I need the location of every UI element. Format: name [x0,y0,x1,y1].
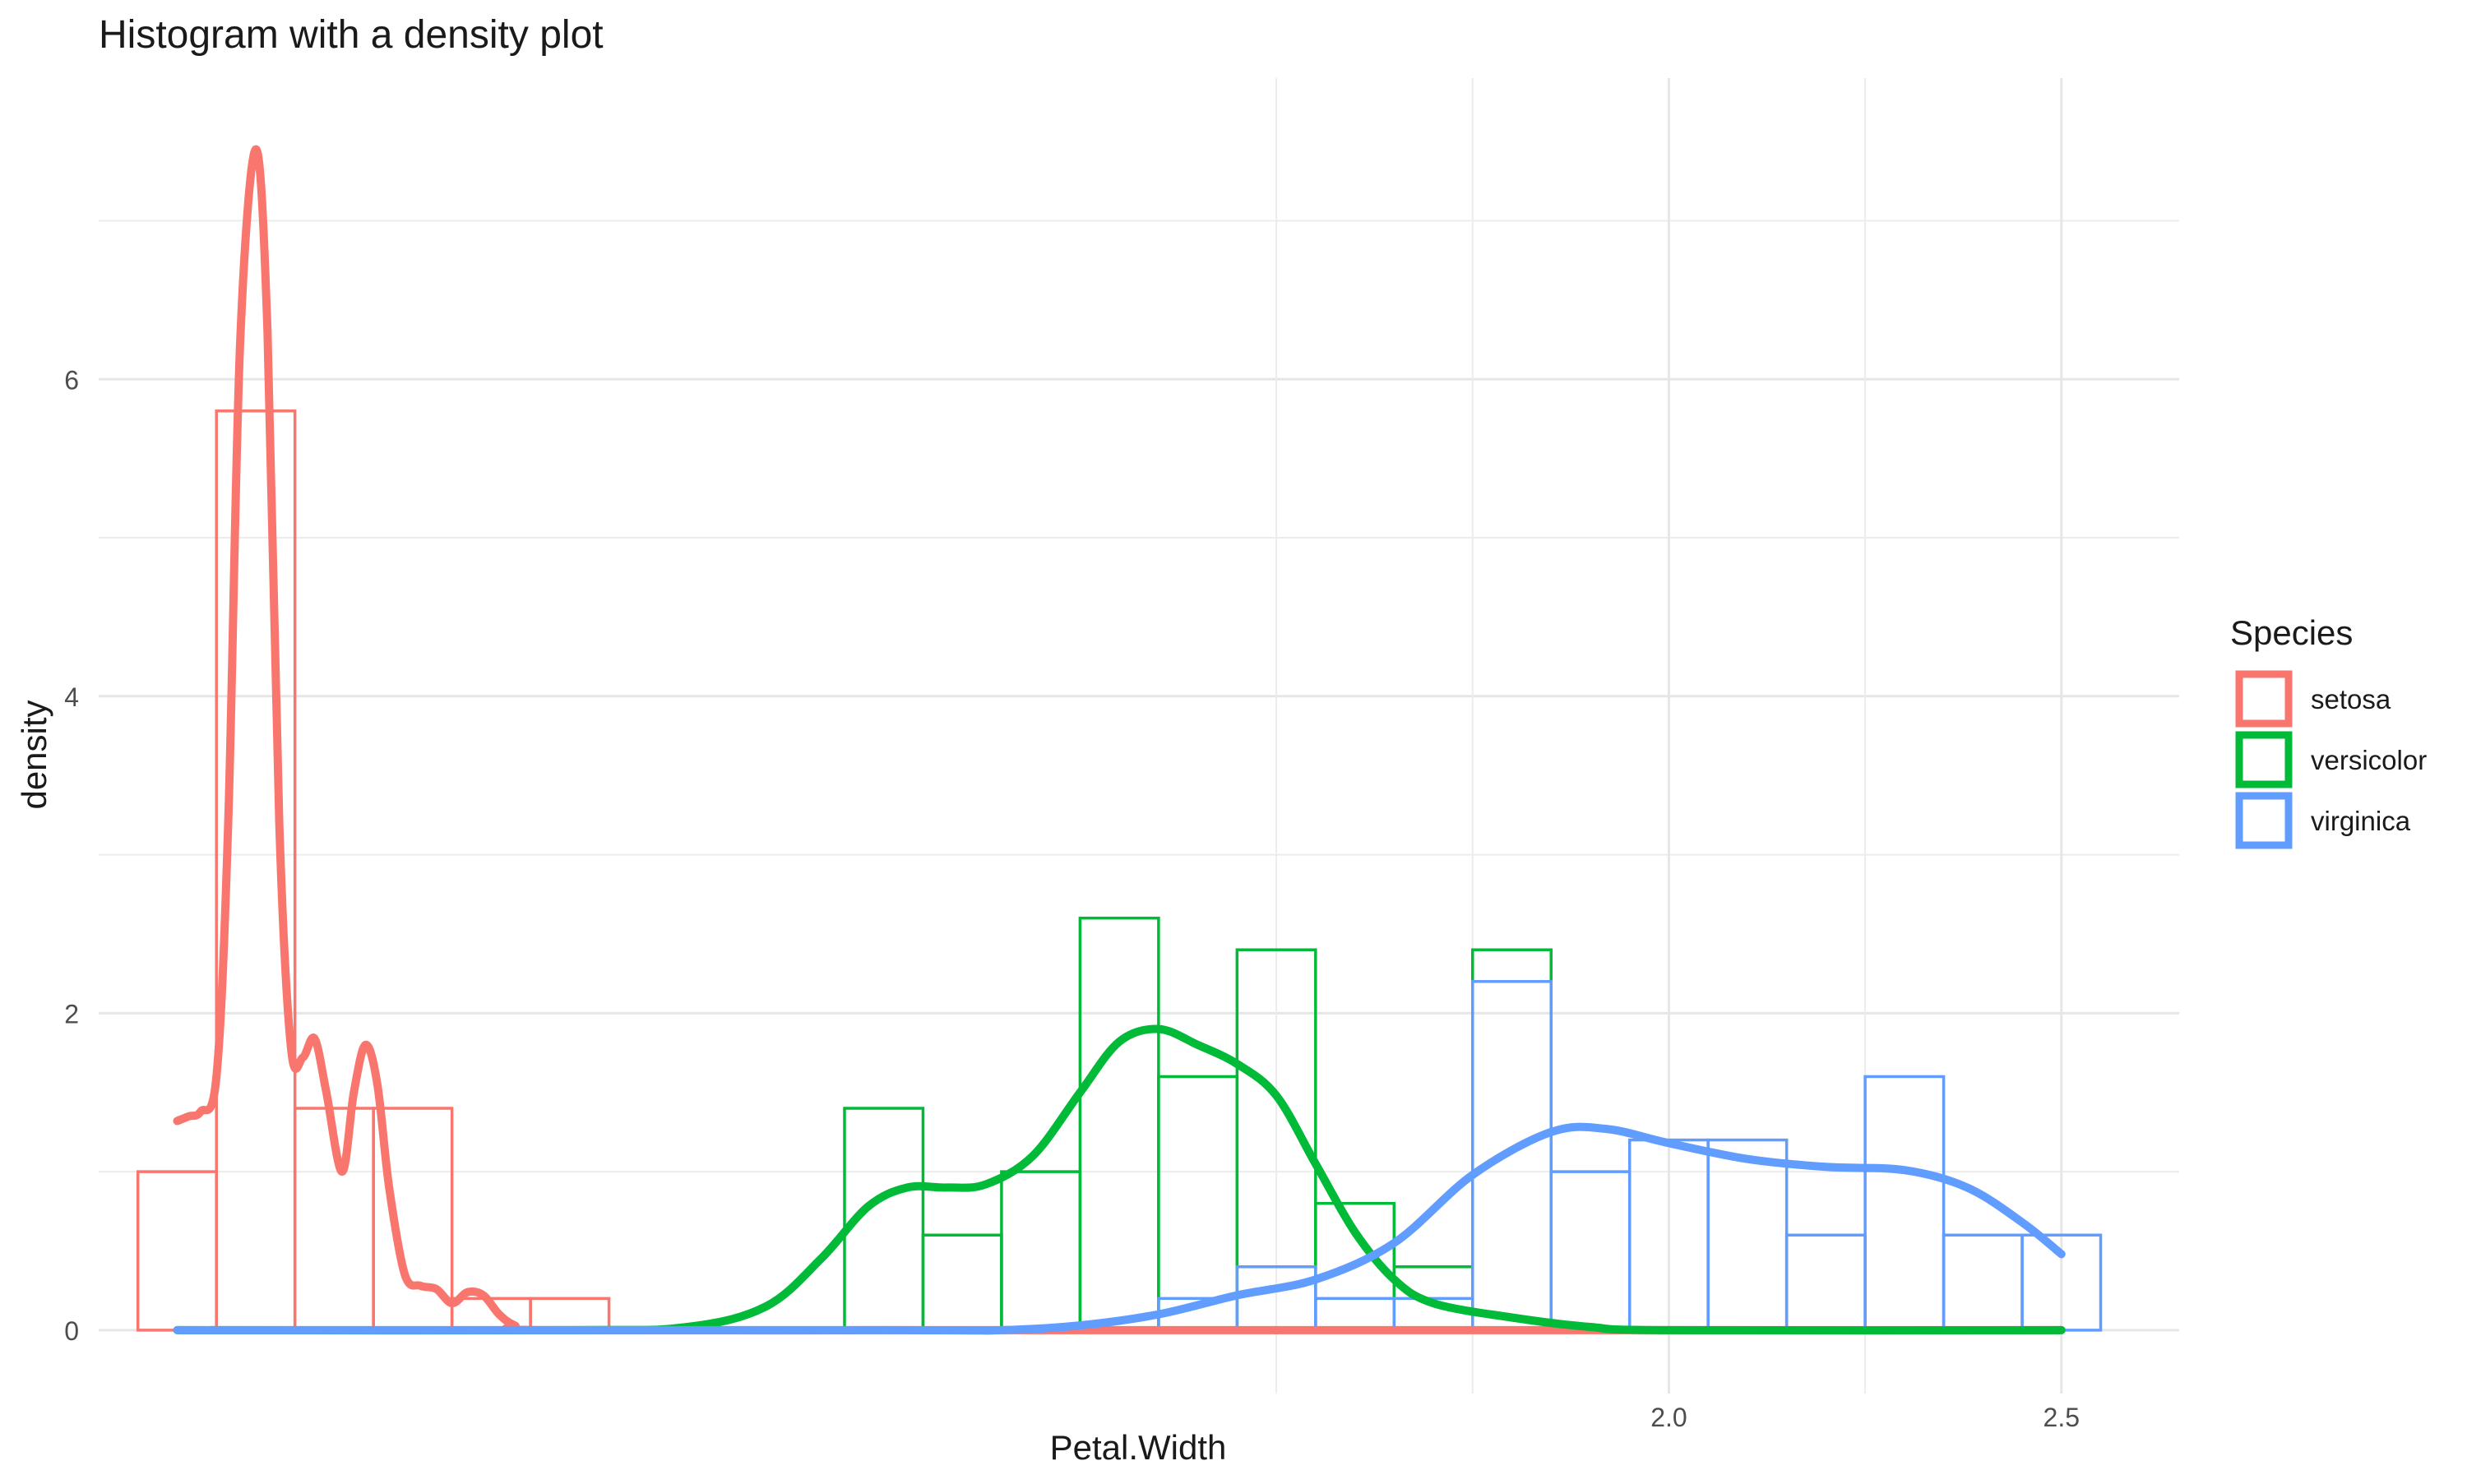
density-line-setosa [173,145,2066,1335]
bar-setosa [529,1297,611,1332]
x-tick-label: 2.5 [2043,1403,2080,1432]
legend-label-setosa: setosa [2311,684,2391,714]
legend-label-virginica: virginica [2311,806,2411,836]
chart-title: Histogram with a density plot [99,13,604,57]
y-tick-label: 2 [64,999,79,1029]
density-line-virginica [173,1122,2066,1335]
bar-virginica [1549,1170,1632,1332]
bar-setosa [136,1170,218,1332]
grid-lines [99,78,2179,1394]
x-tick-label: 2.0 [1650,1403,1687,1432]
bar-virginica [1942,1233,2024,1332]
legend-key-versicolor [2235,731,2293,788]
bar-virginica [1706,1138,1789,1332]
density-curves [173,145,2066,1335]
bar-versicolor [921,1233,1003,1332]
bar-virginica [1314,1297,1396,1332]
x-axis-label: Petal.Width [1050,1428,1227,1467]
bar-versicolor [1078,916,1160,1332]
legend: Species setosa versicolor virginica [2230,613,2427,849]
density-line-versicolor [173,1024,2066,1335]
legend-title: Species [2230,613,2353,652]
y-tick-label: 6 [64,365,79,395]
legend-key-virginica [2235,792,2293,849]
y-axis-label: density [15,700,53,809]
y-tick-label: 4 [64,682,79,712]
y-tick-label: 0 [64,1316,79,1346]
legend-key-setosa [2235,670,2293,728]
tick-labels: 0 2 4 6 2.0 2.5 [64,365,2080,1432]
bar-virginica [1863,1075,1946,1332]
bar-versicolor [1000,1170,1082,1332]
histogram-bars [136,409,2103,1332]
bar-virginica [1784,1233,1867,1332]
bar-versicolor [1157,1075,1239,1332]
bar-virginica [1471,980,1553,1332]
legend-label-versicolor: versicolor [2311,745,2427,775]
